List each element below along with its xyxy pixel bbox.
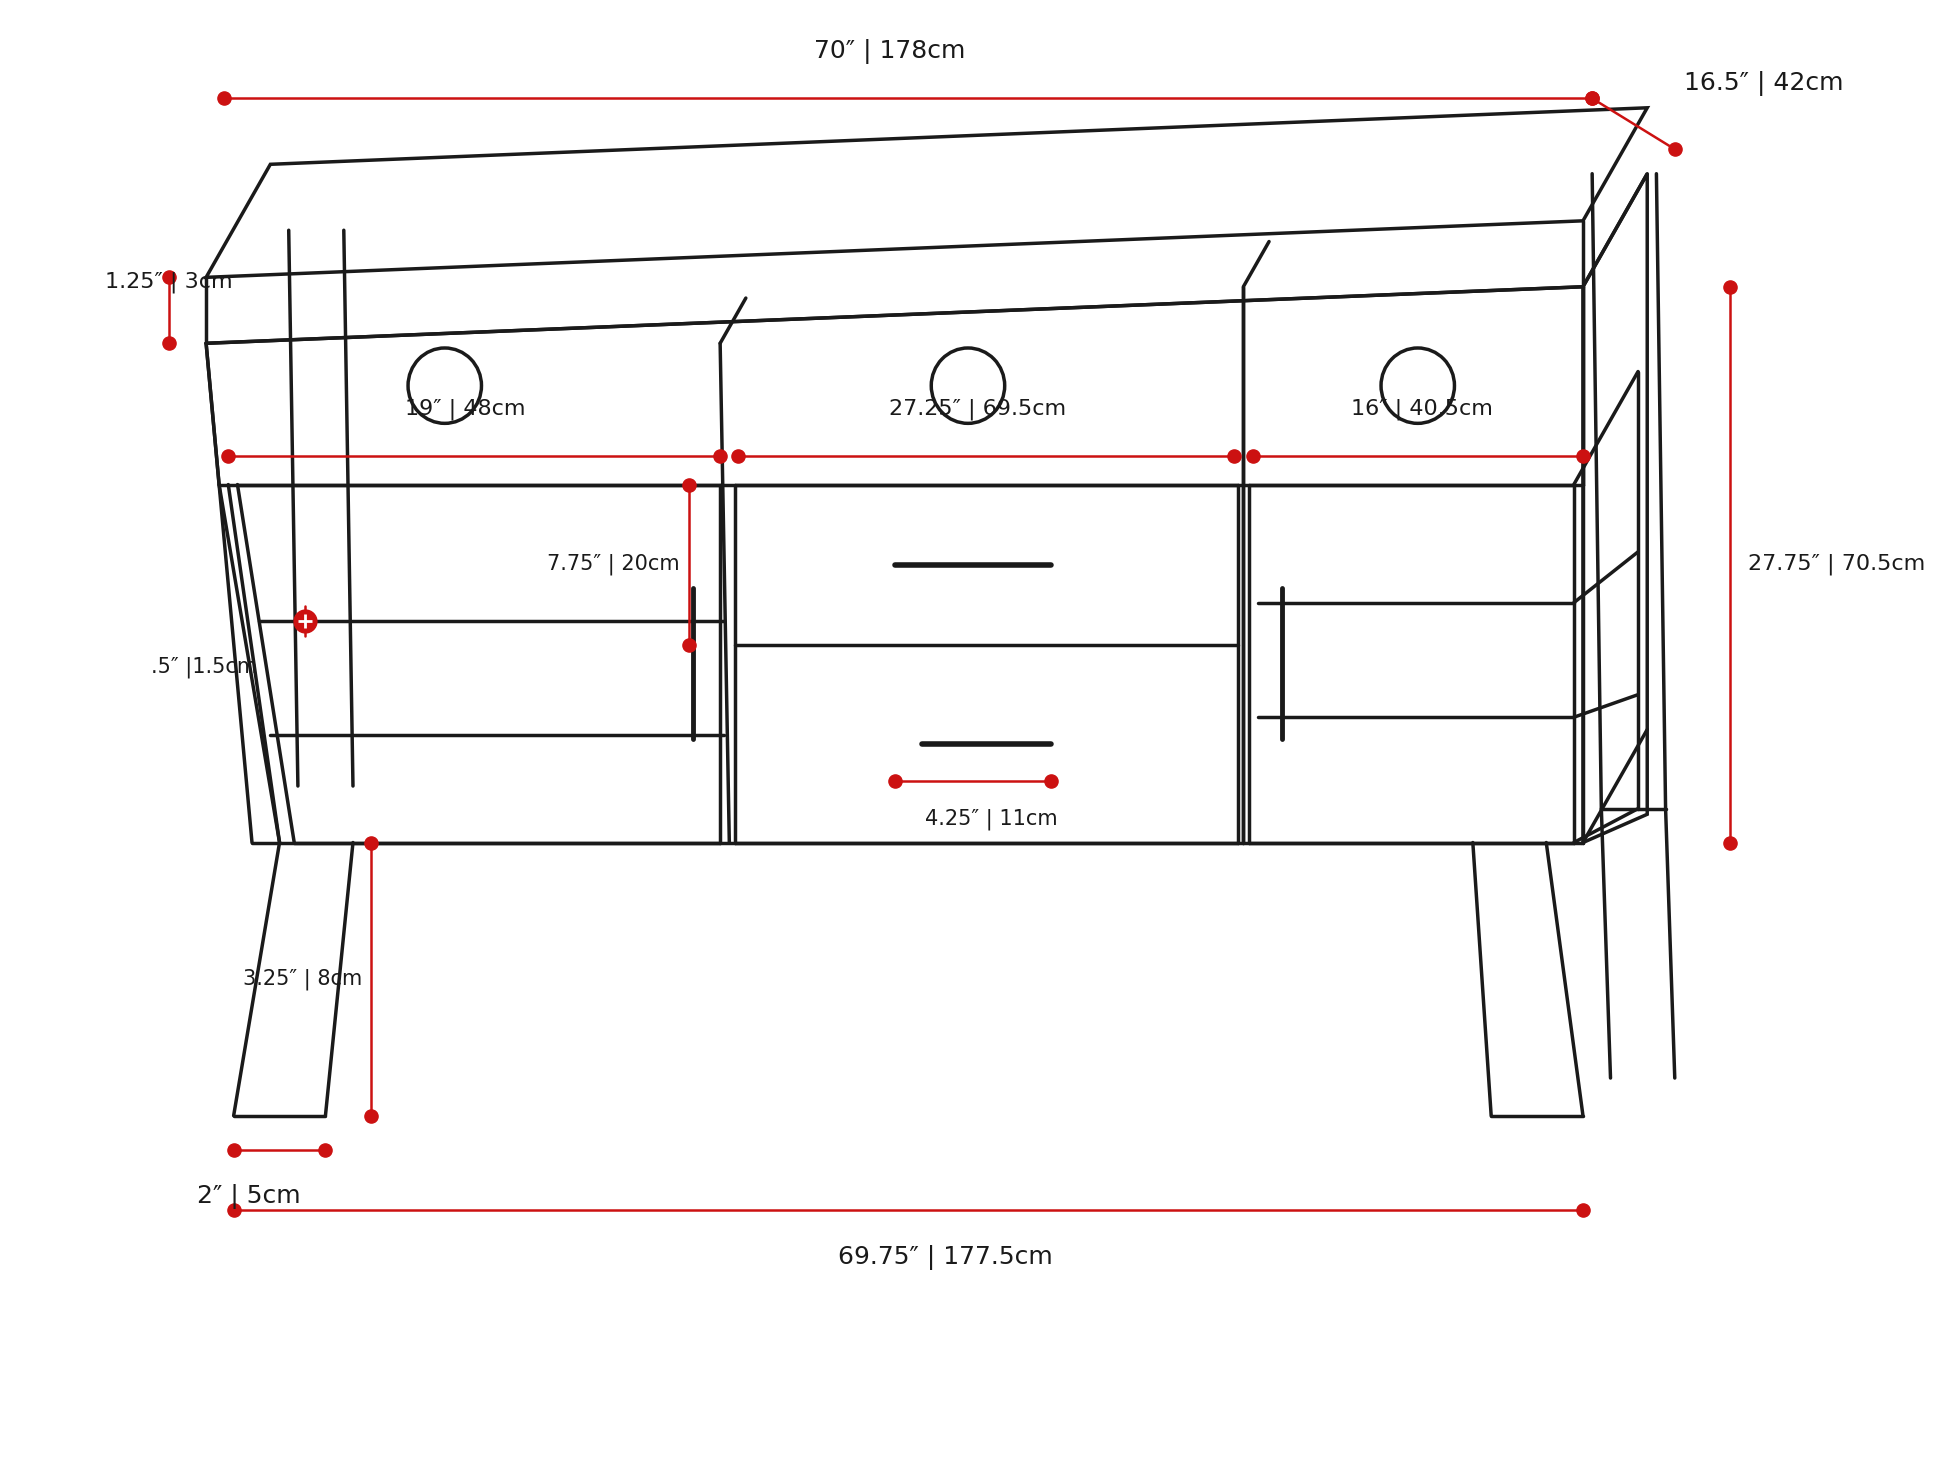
Point: [356, 830, 387, 854]
Point: [673, 633, 704, 657]
Text: 1.25″ | 3cm: 1.25″ | 3cm: [105, 271, 234, 293]
Text: 7.75″ | 20cm: 7.75″ | 20cm: [547, 554, 679, 575]
Text: 27.75″ | 70.5cm: 27.75″ | 70.5cm: [1748, 554, 1925, 575]
Point: [1567, 1198, 1598, 1221]
Point: [218, 1138, 249, 1161]
Point: [704, 445, 736, 468]
Point: [1576, 86, 1607, 109]
Text: 2″ | 5cm: 2″ | 5cm: [197, 1185, 300, 1210]
Point: [154, 331, 185, 355]
Text: 3.25″ | 8cm: 3.25″ | 8cm: [243, 969, 362, 989]
Text: 16.5″ | 42cm: 16.5″ | 42cm: [1683, 71, 1843, 96]
Text: 4.25″ | 11cm: 4.25″ | 11cm: [924, 808, 1057, 830]
Point: [722, 445, 753, 468]
Point: [1567, 445, 1598, 468]
Point: [309, 1138, 341, 1161]
Point: [1218, 445, 1249, 468]
Point: [290, 608, 321, 632]
Text: 70″ | 178cm: 70″ | 178cm: [813, 39, 965, 64]
Point: [1238, 445, 1269, 468]
Point: [290, 608, 321, 632]
Text: 27.25″ | 69.5cm: 27.25″ | 69.5cm: [889, 398, 1066, 420]
Point: [1714, 830, 1746, 854]
Point: [356, 1104, 387, 1128]
Point: [880, 770, 911, 794]
Point: [1035, 770, 1066, 794]
Point: [212, 445, 243, 468]
Text: .5″ |1.5cm: .5″ |1.5cm: [152, 657, 257, 678]
Point: [1660, 137, 1691, 160]
Text: 19″ | 48cm: 19″ | 48cm: [405, 398, 525, 420]
Point: [1714, 276, 1746, 299]
Point: [154, 266, 185, 289]
Text: 16″ | 40.5cm: 16″ | 40.5cm: [1351, 398, 1493, 420]
Text: 69.75″ | 177.5cm: 69.75″ | 177.5cm: [837, 1245, 1053, 1269]
Point: [1576, 86, 1607, 109]
Point: [208, 86, 239, 109]
Point: [218, 1198, 249, 1221]
Point: [673, 473, 704, 496]
